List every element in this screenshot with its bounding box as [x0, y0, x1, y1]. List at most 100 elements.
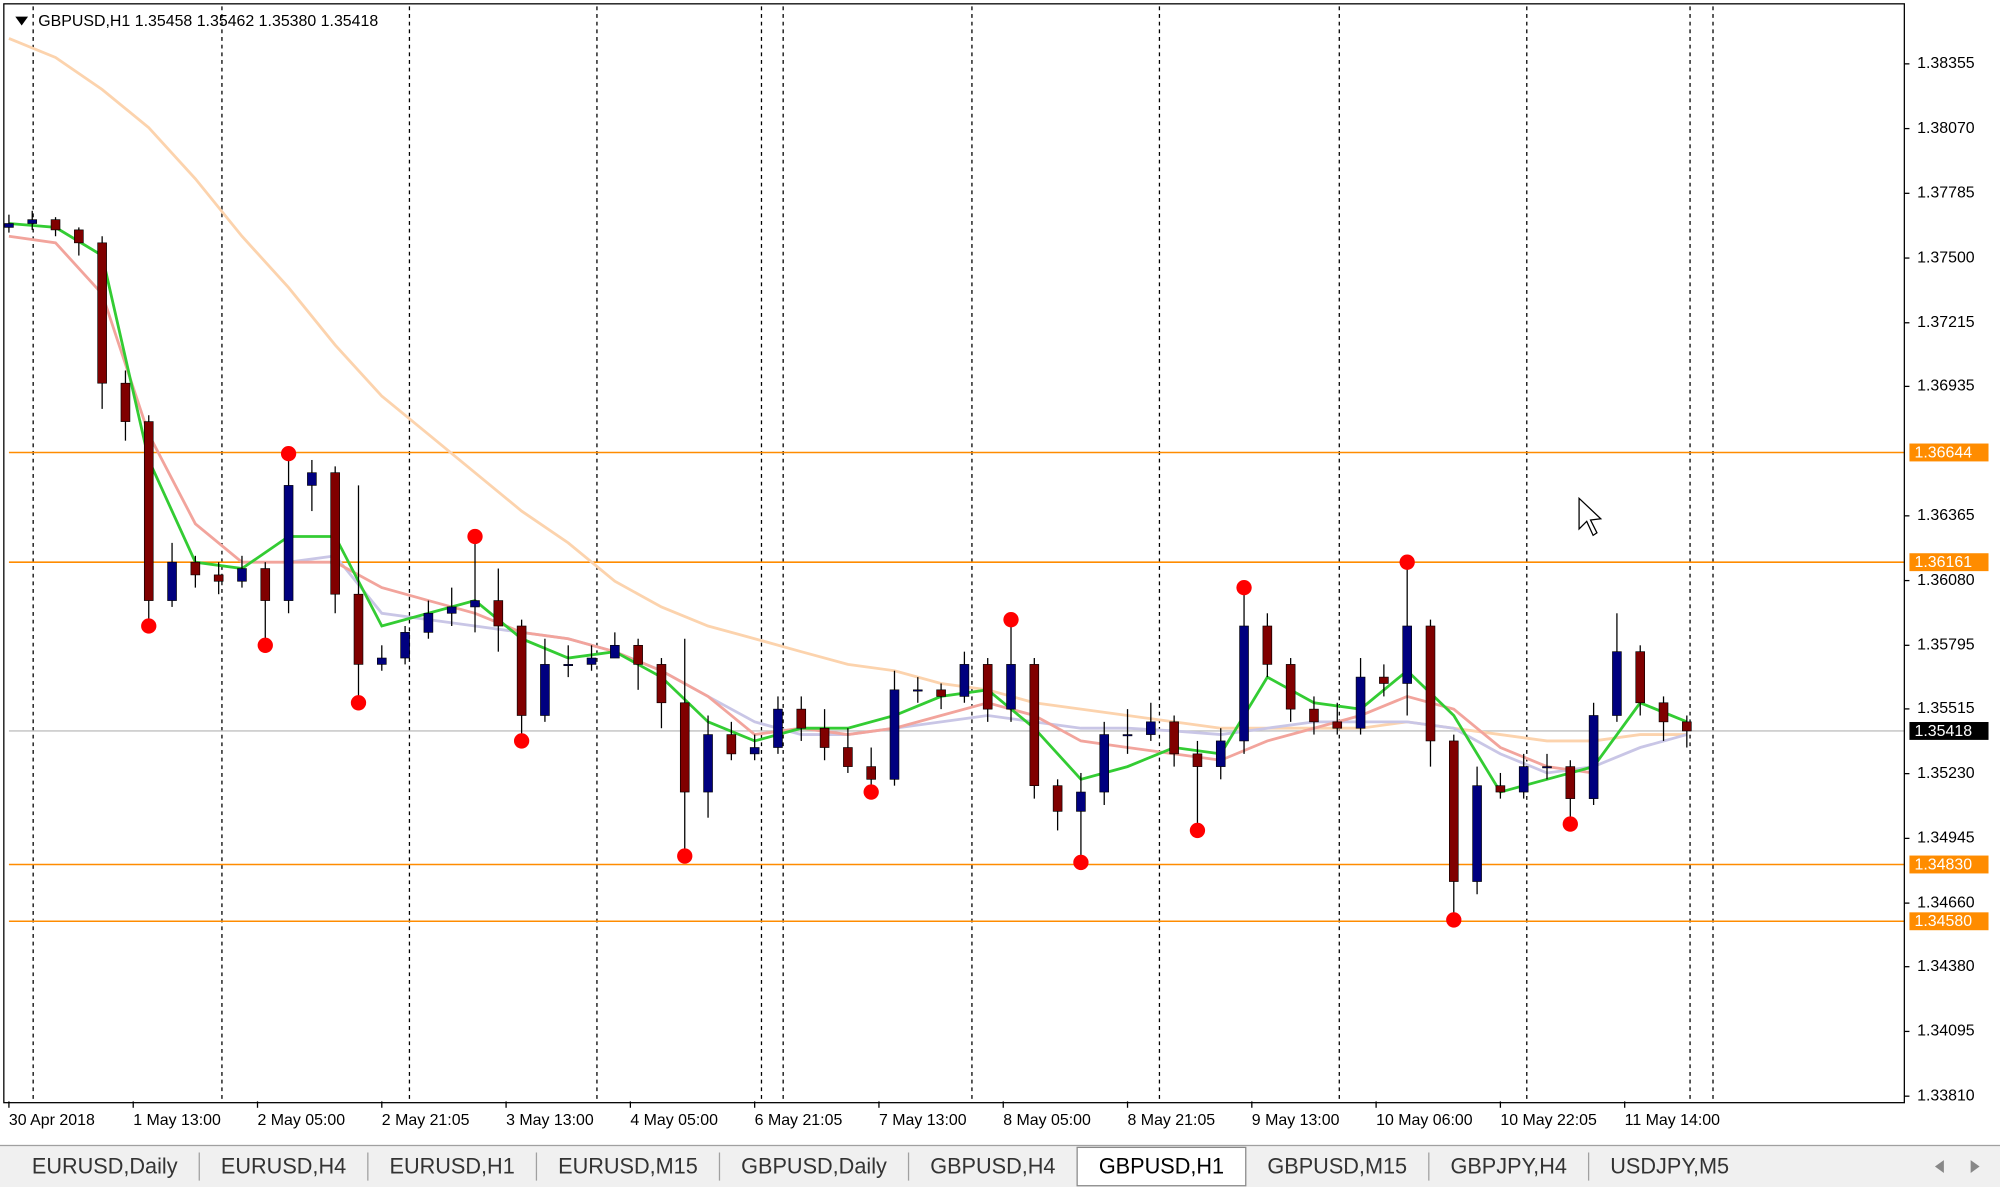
last-price-box: [1909, 721, 1989, 740]
swing-marker: [141, 618, 157, 634]
tab-label[interactable]: EURUSD,H4: [221, 1154, 346, 1179]
candle-body: [120, 382, 131, 422]
candle-body: [516, 625, 527, 716]
y-tick-label: 1.34660: [1917, 894, 1975, 911]
candle-body: [1285, 664, 1296, 710]
swing-marker: [350, 695, 367, 711]
tab-label[interactable]: GBPUSD,Daily: [741, 1154, 887, 1179]
y-tick-label: 1.34945: [1917, 830, 1975, 847]
swing-marker: [863, 784, 879, 800]
x-tick-label: 10 May 22:05: [1500, 1112, 1597, 1129]
tab-bar: EURUSD,Daily EURUSD,H4 EURUSD,H1 EURUSD,M15…: [0, 1144, 2000, 1187]
candle-body: [1192, 753, 1203, 767]
candle-body: [1542, 766, 1552, 769]
candle-body: [1635, 651, 1646, 704]
tab-label[interactable]: GBPJPY,H4: [1450, 1154, 1566, 1179]
candle-body: [610, 644, 620, 659]
candle-body: [1425, 625, 1436, 742]
candle-body: [843, 747, 853, 767]
candle-body: [353, 593, 364, 665]
y-tick-label: 1.35515: [1917, 700, 1975, 717]
candle-body: [796, 708, 807, 729]
candle-body: [283, 485, 294, 601]
candle-body: [1122, 734, 1133, 737]
candle-body: [1006, 664, 1016, 710]
candle-body: [1052, 785, 1063, 812]
candle-body: [703, 734, 713, 793]
tab-label[interactable]: GBPUSD,M15: [1267, 1154, 1407, 1179]
tab-label[interactable]: EURUSD,Daily: [32, 1154, 178, 1179]
candle-body: [1239, 625, 1249, 742]
tab-scroll-left[interactable]: [1934, 1160, 1944, 1173]
y-tick-label: 1.37500: [1917, 249, 1975, 266]
swing-marker: [1189, 822, 1206, 839]
candle-body: [1495, 785, 1506, 793]
candle-body: [726, 734, 737, 755]
active-tab-background: [1076, 1146, 1247, 1187]
candle-body: [1076, 791, 1086, 812]
last-price-label: 1.35418: [1915, 723, 1973, 740]
candle-body: [633, 644, 643, 665]
candle-body: [1332, 721, 1343, 729]
tab-bar-background: [0, 1144, 2000, 1187]
candle-body: [50, 219, 61, 231]
menu-arrow[interactable]: [15, 16, 29, 26]
candle-body: [1472, 785, 1482, 882]
plot-frame: [3, 3, 1905, 1104]
mouse-cursor: [1578, 496, 1603, 537]
candle-body: [1262, 625, 1273, 665]
tab-label[interactable]: GBPUSD,H1: [1099, 1154, 1224, 1179]
tab-label[interactable]: EURUSD,M15: [558, 1154, 698, 1179]
candle-body: [143, 421, 154, 601]
y-tick-label: 1.34380: [1917, 958, 1975, 975]
candle-body: [1379, 676, 1389, 684]
x-tick-label: 9 May 13:00: [1252, 1112, 1340, 1129]
candle-body: [913, 689, 923, 692]
y-tick-label: 1.37785: [1917, 185, 1975, 202]
candle-body: [1309, 708, 1319, 723]
candle-body: [819, 727, 830, 748]
x-tick-label: 10 May 06:00: [1376, 1112, 1473, 1129]
level-label: 1.34830: [1915, 856, 1973, 873]
y-tick-label: 1.34095: [1917, 1023, 1975, 1040]
candle-body: [1682, 721, 1692, 732]
tab-label[interactable]: USDJPY,M5: [1610, 1154, 1729, 1179]
swing-marker: [513, 733, 530, 749]
swing-marker: [1399, 554, 1415, 570]
tab-scroll-right[interactable]: [1970, 1160, 1980, 1173]
candle-body: [679, 702, 690, 793]
candle-body: [936, 689, 946, 697]
candle-body: [330, 472, 340, 595]
candle-body: [213, 574, 224, 582]
y-tick-label: 1.35795: [1917, 637, 1975, 654]
candle-body: [1215, 740, 1226, 767]
candle-body: [982, 664, 993, 710]
tab-label[interactable]: GBPUSD,H4: [930, 1154, 1055, 1179]
candle-body: [1099, 734, 1110, 793]
candle-body: [1169, 721, 1179, 755]
level-label: 1.36644: [1915, 444, 1973, 461]
candle-body: [1588, 715, 1599, 799]
y-tick-label: 1.38355: [1917, 55, 1975, 72]
y-tick-label: 1.33810: [1917, 1087, 1975, 1104]
candle-body: [377, 657, 387, 665]
plot-area: [4, 6, 1905, 1102]
x-tick-label: 11 May 14:00: [1625, 1112, 1720, 1129]
candle-body: [470, 600, 480, 608]
x-tick-label: 30 Apr 2018: [9, 1112, 95, 1129]
candle-body: [1355, 676, 1366, 729]
candle-body: [400, 632, 410, 659]
candle-body: [1029, 664, 1040, 786]
candle-body: [167, 561, 177, 601]
candle-body: [1449, 740, 1459, 882]
swing-marker: [257, 637, 273, 653]
candle-body: [540, 664, 550, 716]
swing-marker: [677, 848, 693, 864]
candle-body: [423, 612, 434, 633]
tab-label[interactable]: EURUSD,H1: [390, 1154, 515, 1179]
candle-body: [889, 689, 900, 780]
candle-body: [74, 229, 84, 244]
